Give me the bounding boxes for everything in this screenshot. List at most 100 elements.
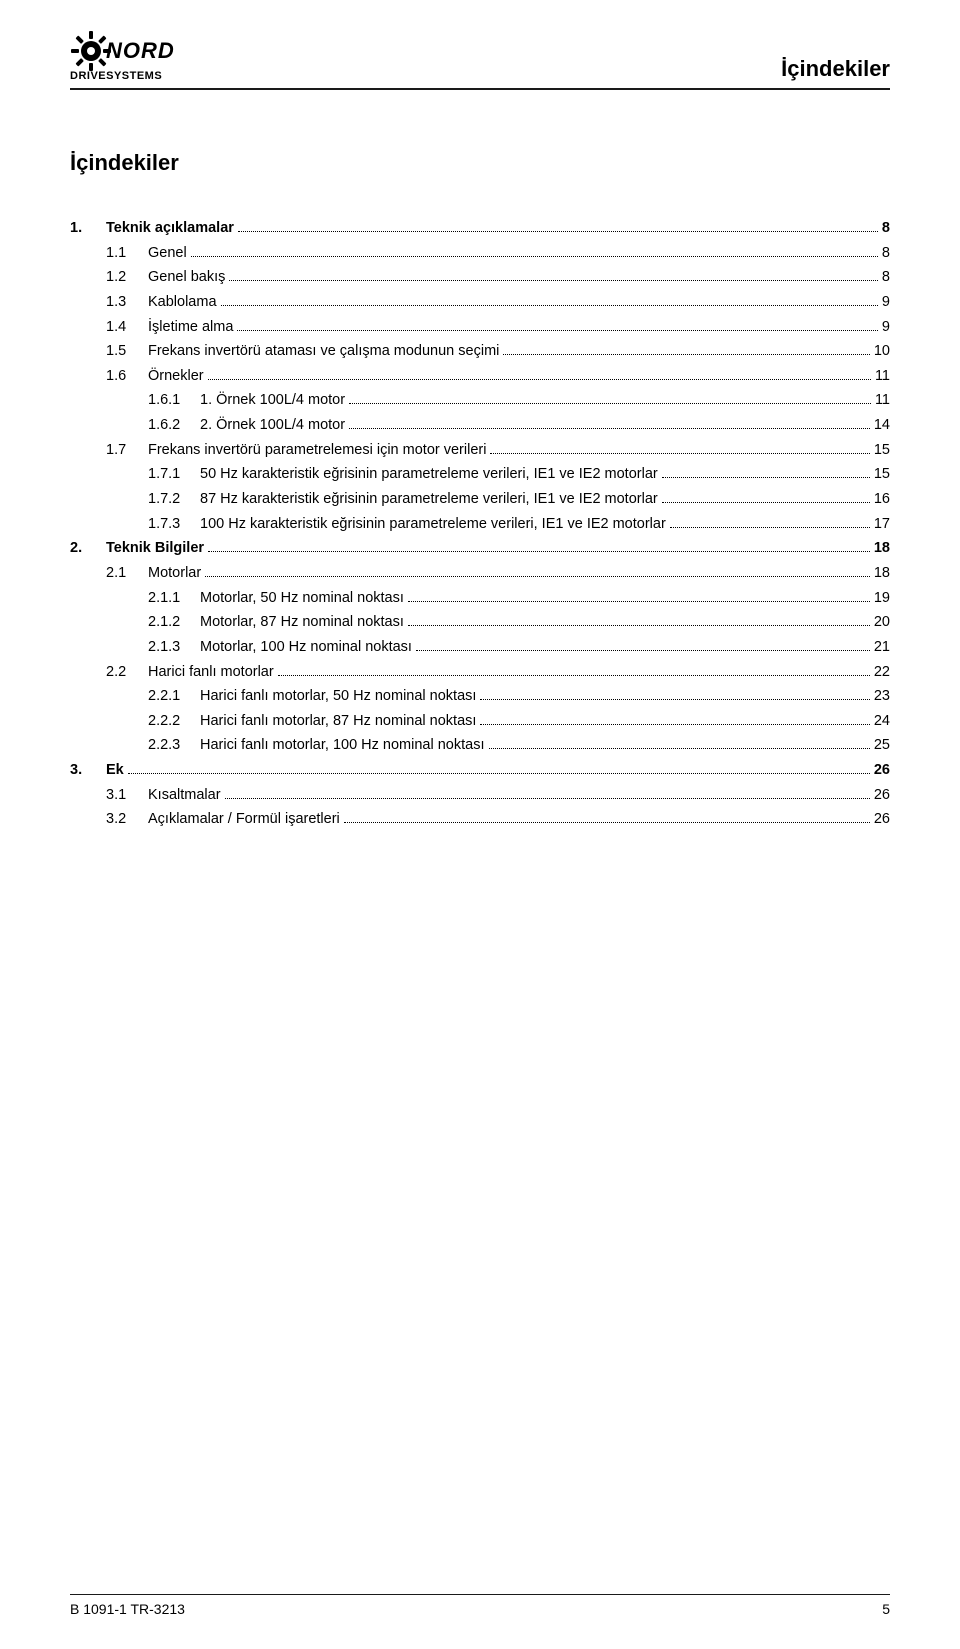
toc-row: 3.2Açıklamalar / Formül işaretleri26 bbox=[70, 807, 890, 832]
toc-row: 2.1Motorlar 18 bbox=[70, 561, 890, 586]
toc-leader-dots bbox=[278, 675, 870, 676]
toc-label: Genel bakış bbox=[148, 265, 225, 290]
toc-number: 2.2 bbox=[106, 660, 148, 685]
toc-number: 3. bbox=[70, 758, 106, 783]
toc-label: 100 Hz karakteristik eğrisinin parametre… bbox=[200, 512, 666, 537]
toc-page: 15 bbox=[874, 462, 890, 487]
toc-row: 3.1Kısaltmalar 26 bbox=[70, 783, 890, 808]
toc-number: 1.6.1 bbox=[148, 388, 200, 413]
gear-icon bbox=[70, 30, 112, 72]
toc-row: 1.7.3100 Hz karakteristik eğrisinin para… bbox=[70, 512, 890, 537]
toc-label: Teknik açıklamalar bbox=[106, 216, 234, 241]
toc-row: 1.5Frekans invertörü ataması ve çalışma … bbox=[70, 339, 890, 364]
table-of-contents: 1.Teknik açıklamalar81.1Genel 81.2Genel b… bbox=[70, 216, 890, 832]
toc-number: 1.5 bbox=[106, 339, 148, 364]
toc-leader-dots bbox=[225, 798, 870, 799]
toc-page: 15 bbox=[874, 438, 890, 463]
toc-leader-dots bbox=[489, 748, 870, 749]
toc-leader-dots bbox=[205, 576, 870, 577]
toc-leader-dots bbox=[221, 305, 878, 306]
toc-leader-dots bbox=[662, 477, 870, 478]
brand-name: NORD bbox=[106, 38, 175, 64]
toc-page: 9 bbox=[882, 315, 890, 340]
toc-label: Kısaltmalar bbox=[148, 783, 221, 808]
toc-page: 11 bbox=[875, 388, 890, 413]
toc-label: Motorlar, 100 Hz nominal noktası bbox=[200, 635, 412, 660]
toc-row: 1.7Frekans invertörü parametrelemesi içi… bbox=[70, 438, 890, 463]
toc-label: 2. Örnek 100L/4 motor bbox=[200, 413, 345, 438]
toc-leader-dots bbox=[238, 231, 878, 232]
toc-label: Motorlar, 50 Hz nominal noktası bbox=[200, 586, 404, 611]
toc-page: 11 bbox=[875, 364, 890, 389]
toc-label: Harici fanlı motorlar, 87 Hz nominal nok… bbox=[200, 709, 476, 734]
toc-number: 2.2.1 bbox=[148, 684, 200, 709]
toc-leader-dots bbox=[229, 280, 878, 281]
toc-page: 25 bbox=[874, 733, 890, 758]
toc-label: Genel bbox=[148, 241, 187, 266]
toc-label: 50 Hz karakteristik eğrisinin parametrel… bbox=[200, 462, 658, 487]
toc-label: Harici fanlı motorlar, 100 Hz nominal no… bbox=[200, 733, 485, 758]
toc-leader-dots bbox=[349, 403, 871, 404]
toc-page: 17 bbox=[874, 512, 890, 537]
toc-row: 1.6.22. Örnek 100L/4 motor14 bbox=[70, 413, 890, 438]
toc-row: 1.7.287 Hz karakteristik eğrisinin param… bbox=[70, 487, 890, 512]
toc-page: 14 bbox=[874, 413, 890, 438]
toc-leader-dots bbox=[480, 699, 869, 700]
toc-number: 2.1.2 bbox=[148, 610, 200, 635]
toc-label: Frekans invertörü parametrelemesi için m… bbox=[148, 438, 486, 463]
toc-label: Örnekler bbox=[148, 364, 204, 389]
toc-row: 1.7.150 Hz karakteristik eğrisinin param… bbox=[70, 462, 890, 487]
toc-row: 1.2Genel bakış8 bbox=[70, 265, 890, 290]
toc-page: 22 bbox=[874, 660, 890, 685]
toc-number: 1.7 bbox=[106, 438, 148, 463]
toc-leader-dots bbox=[503, 354, 869, 355]
toc-label: Motorlar bbox=[148, 561, 201, 586]
toc-number: 1.6 bbox=[106, 364, 148, 389]
toc-row: 2.Teknik Bilgiler 18 bbox=[70, 536, 890, 561]
toc-page: 26 bbox=[874, 783, 890, 808]
toc-page: 23 bbox=[874, 684, 890, 709]
toc-page: 20 bbox=[874, 610, 890, 635]
toc-leader-dots bbox=[490, 453, 869, 454]
toc-number: 2.1 bbox=[106, 561, 148, 586]
toc-row: 2.1.1Motorlar, 50 Hz nominal noktası 19 bbox=[70, 586, 890, 611]
toc-page: 21 bbox=[874, 635, 890, 660]
toc-page: 18 bbox=[874, 536, 890, 561]
toc-leader-dots bbox=[480, 724, 869, 725]
toc-number: 2.1.1 bbox=[148, 586, 200, 611]
toc-number: 2.2.3 bbox=[148, 733, 200, 758]
toc-leader-dots bbox=[237, 330, 878, 331]
toc-label: Kablolama bbox=[148, 290, 217, 315]
toc-row: 1.Teknik açıklamalar8 bbox=[70, 216, 890, 241]
toc-number: 1.4 bbox=[106, 315, 148, 340]
footer-doc-id: B 1091-1 TR-3213 bbox=[70, 1601, 185, 1617]
toc-label: 1. Örnek 100L/4 motor bbox=[200, 388, 345, 413]
toc-row: 1.4İşletime alma9 bbox=[70, 315, 890, 340]
toc-label: 87 Hz karakteristik eğrisinin parametrel… bbox=[200, 487, 658, 512]
toc-label: Teknik Bilgiler bbox=[106, 536, 204, 561]
toc-number: 1.7.2 bbox=[148, 487, 200, 512]
toc-number: 2. bbox=[70, 536, 106, 561]
toc-page: 8 bbox=[882, 241, 890, 266]
toc-leader-dots bbox=[208, 551, 870, 552]
toc-row: 1.3Kablolama9 bbox=[70, 290, 890, 315]
page-header: NORD DRIVESYSTEMS İçindekiler bbox=[70, 30, 890, 90]
toc-label: Harici fanlı motorlar bbox=[148, 660, 274, 685]
toc-leader-dots bbox=[128, 773, 870, 774]
toc-page: 26 bbox=[874, 758, 890, 783]
toc-row: 2.1.2Motorlar, 87 Hz nominal noktası20 bbox=[70, 610, 890, 635]
toc-number: 1. bbox=[70, 216, 106, 241]
toc-label: Açıklamalar / Formül işaretleri bbox=[148, 807, 340, 832]
toc-page: 16 bbox=[874, 487, 890, 512]
toc-row: 2.1.3Motorlar, 100 Hz nominal noktası21 bbox=[70, 635, 890, 660]
toc-row: 2.2.3Harici fanlı motorlar, 100 Hz nomin… bbox=[70, 733, 890, 758]
toc-number: 2.2.2 bbox=[148, 709, 200, 734]
toc-number: 1.1 bbox=[106, 241, 148, 266]
header-section-title: İçindekiler bbox=[781, 56, 890, 82]
toc-row: 2.2.2Harici fanlı motorlar, 87 Hz nomina… bbox=[70, 709, 890, 734]
toc-number: 3.1 bbox=[106, 783, 148, 808]
toc-page: 10 bbox=[874, 339, 890, 364]
toc-leader-dots bbox=[344, 822, 870, 823]
toc-page: 19 bbox=[874, 586, 890, 611]
toc-page: 18 bbox=[874, 561, 890, 586]
